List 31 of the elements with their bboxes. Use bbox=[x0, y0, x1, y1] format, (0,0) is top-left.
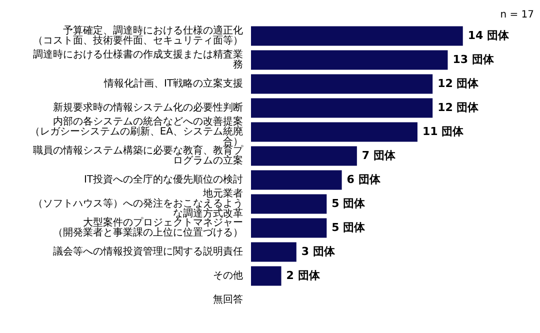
data-label: 2 団体 bbox=[286, 268, 321, 282]
data-label: 7 団体 bbox=[362, 148, 396, 162]
bar bbox=[251, 266, 282, 286]
bar bbox=[251, 74, 433, 94]
data-label: 5 団体 bbox=[332, 196, 366, 210]
bar bbox=[251, 218, 327, 238]
bar bbox=[251, 98, 433, 118]
y-tick-label: 情報化計画、IT戦略の立案支援 bbox=[102, 78, 243, 90]
y-tick-label: 調達時における仕様書の作成支援または精査業務 bbox=[33, 48, 243, 71]
data-label: 3 団体 bbox=[301, 244, 336, 258]
y-tick-label: その他 bbox=[213, 270, 243, 282]
data-label: 12 団体 bbox=[438, 100, 480, 114]
bar bbox=[251, 170, 342, 190]
y-tick-label: IT投資への全庁的な優先順位の検討 bbox=[84, 174, 243, 186]
data-label: 5 団体 bbox=[332, 220, 366, 234]
data-label: 12 団体 bbox=[438, 76, 480, 90]
data-label: 11 団体 bbox=[422, 124, 465, 138]
y-tick-label: 無回答 bbox=[213, 294, 243, 306]
data-label: 6 団体 bbox=[346, 172, 382, 186]
data-label: 13 団体 bbox=[452, 52, 495, 66]
bar bbox=[251, 50, 448, 70]
bar bbox=[251, 26, 463, 46]
bar bbox=[251, 194, 327, 214]
data-label: 14 団体 bbox=[468, 28, 510, 42]
y-tick-label: 議会等への情報投資管理に関する説明責任 bbox=[53, 246, 243, 258]
text: n = 17 bbox=[500, 10, 534, 21]
y-tick-label: 新規要求時の情報システム化の必要性判断 bbox=[53, 102, 243, 114]
bar bbox=[251, 122, 418, 142]
bar bbox=[251, 242, 296, 262]
y-tick-label: 予算確定、調達時における仕様の適正化（コスト面、技術要件面、セキュリティ面等） bbox=[33, 24, 243, 47]
bar bbox=[251, 146, 357, 166]
